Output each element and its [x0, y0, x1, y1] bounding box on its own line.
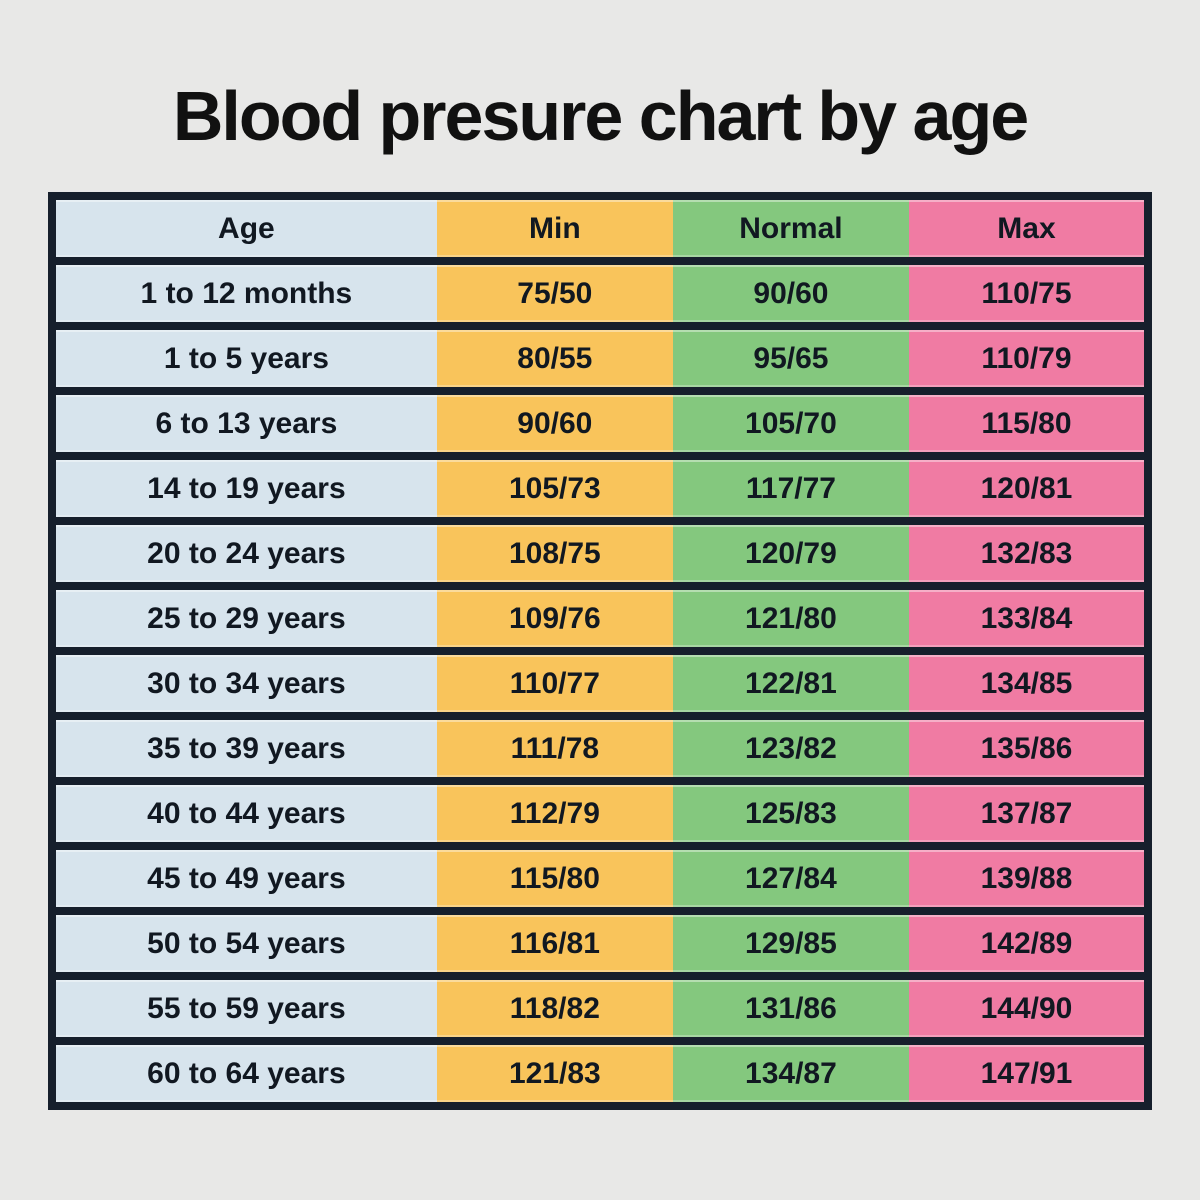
cell-min: 110/77	[436, 655, 673, 712]
cell-min: 109/76	[436, 590, 673, 647]
cell-max: 142/89	[908, 915, 1144, 972]
table-row: 45 to 49 years 115/80 127/84 139/88	[56, 850, 1144, 907]
cell-normal: 129/85	[672, 915, 909, 972]
cell-age: 35 to 39 years	[56, 720, 437, 777]
cell-age: 14 to 19 years	[56, 460, 437, 517]
cell-max: 147/91	[908, 1045, 1144, 1102]
cell-max: 133/84	[908, 590, 1144, 647]
cell-normal: 95/65	[672, 330, 909, 387]
table-row: 6 to 13 years 90/60 105/70 115/80	[56, 395, 1144, 452]
cell-max: 144/90	[908, 980, 1144, 1037]
header-age: Age	[56, 200, 437, 257]
cell-max: 139/88	[908, 850, 1144, 907]
cell-max: 137/87	[908, 785, 1144, 842]
cell-normal: 122/81	[672, 655, 909, 712]
table-row: 20 to 24 years 108/75 120/79 132/83	[56, 525, 1144, 582]
cell-max: 110/75	[908, 265, 1144, 322]
cell-max: 132/83	[908, 525, 1144, 582]
cell-age: 60 to 64 years	[56, 1045, 437, 1102]
cell-min: 111/78	[436, 720, 673, 777]
cell-normal: 123/82	[672, 720, 909, 777]
cell-normal: 117/77	[672, 460, 909, 517]
cell-min: 108/75	[436, 525, 673, 582]
table-row: 40 to 44 years 112/79 125/83 137/87	[56, 785, 1144, 842]
cell-age: 40 to 44 years	[56, 785, 437, 842]
cell-age: 55 to 59 years	[56, 980, 437, 1037]
cell-min: 105/73	[436, 460, 673, 517]
cell-age: 1 to 12 months	[56, 265, 437, 322]
cell-min: 115/80	[436, 850, 673, 907]
cell-max: 115/80	[908, 395, 1144, 452]
cell-age: 30 to 34 years	[56, 655, 437, 712]
cell-age: 1 to 5 years	[56, 330, 437, 387]
cell-min: 121/83	[436, 1045, 673, 1102]
blood-pressure-table: Age Min Normal Max 1 to 12 months 75/50 …	[48, 192, 1152, 1110]
cell-normal: 121/80	[672, 590, 909, 647]
cell-min: 75/50	[436, 265, 673, 322]
table-row: 14 to 19 years 105/73 117/77 120/81	[56, 460, 1144, 517]
cell-normal: 105/70	[672, 395, 909, 452]
cell-age: 6 to 13 years	[56, 395, 437, 452]
table-row: 35 to 39 years 111/78 123/82 135/86	[56, 720, 1144, 777]
table-row: 55 to 59 years 118/82 131/86 144/90	[56, 980, 1144, 1037]
table-row: 50 to 54 years 116/81 129/85 142/89	[56, 915, 1144, 972]
cell-max: 110/79	[908, 330, 1144, 387]
cell-max: 134/85	[908, 655, 1144, 712]
table-header-row: Age Min Normal Max	[56, 200, 1144, 257]
cell-min: 80/55	[436, 330, 673, 387]
cell-age: 50 to 54 years	[56, 915, 437, 972]
cell-normal: 90/60	[672, 265, 909, 322]
cell-max: 120/81	[908, 460, 1144, 517]
cell-normal: 125/83	[672, 785, 909, 842]
cell-normal: 127/84	[672, 850, 909, 907]
table-row: 25 to 29 years 109/76 121/80 133/84	[56, 590, 1144, 647]
table-row: 30 to 34 years 110/77 122/81 134/85	[56, 655, 1144, 712]
cell-min: 90/60	[436, 395, 673, 452]
table-row: 1 to 5 years 80/55 95/65 110/79	[56, 330, 1144, 387]
table-row: 60 to 64 years 121/83 134/87 147/91	[56, 1045, 1144, 1102]
cell-normal: 120/79	[672, 525, 909, 582]
cell-age: 20 to 24 years	[56, 525, 437, 582]
cell-min: 112/79	[436, 785, 673, 842]
cell-age: 25 to 29 years	[56, 590, 437, 647]
cell-max: 135/86	[908, 720, 1144, 777]
cell-min: 116/81	[436, 915, 673, 972]
cell-normal: 131/86	[672, 980, 909, 1037]
header-min: Min	[436, 200, 673, 257]
page-title: Blood presure chart by age	[172, 77, 1029, 155]
cell-age: 45 to 49 years	[56, 850, 437, 907]
table-row: 1 to 12 months 75/50 90/60 110/75	[56, 265, 1144, 322]
cell-min: 118/82	[436, 980, 673, 1037]
cell-normal: 134/87	[672, 1045, 909, 1102]
header-max: Max	[908, 200, 1144, 257]
header-normal: Normal	[672, 200, 909, 257]
